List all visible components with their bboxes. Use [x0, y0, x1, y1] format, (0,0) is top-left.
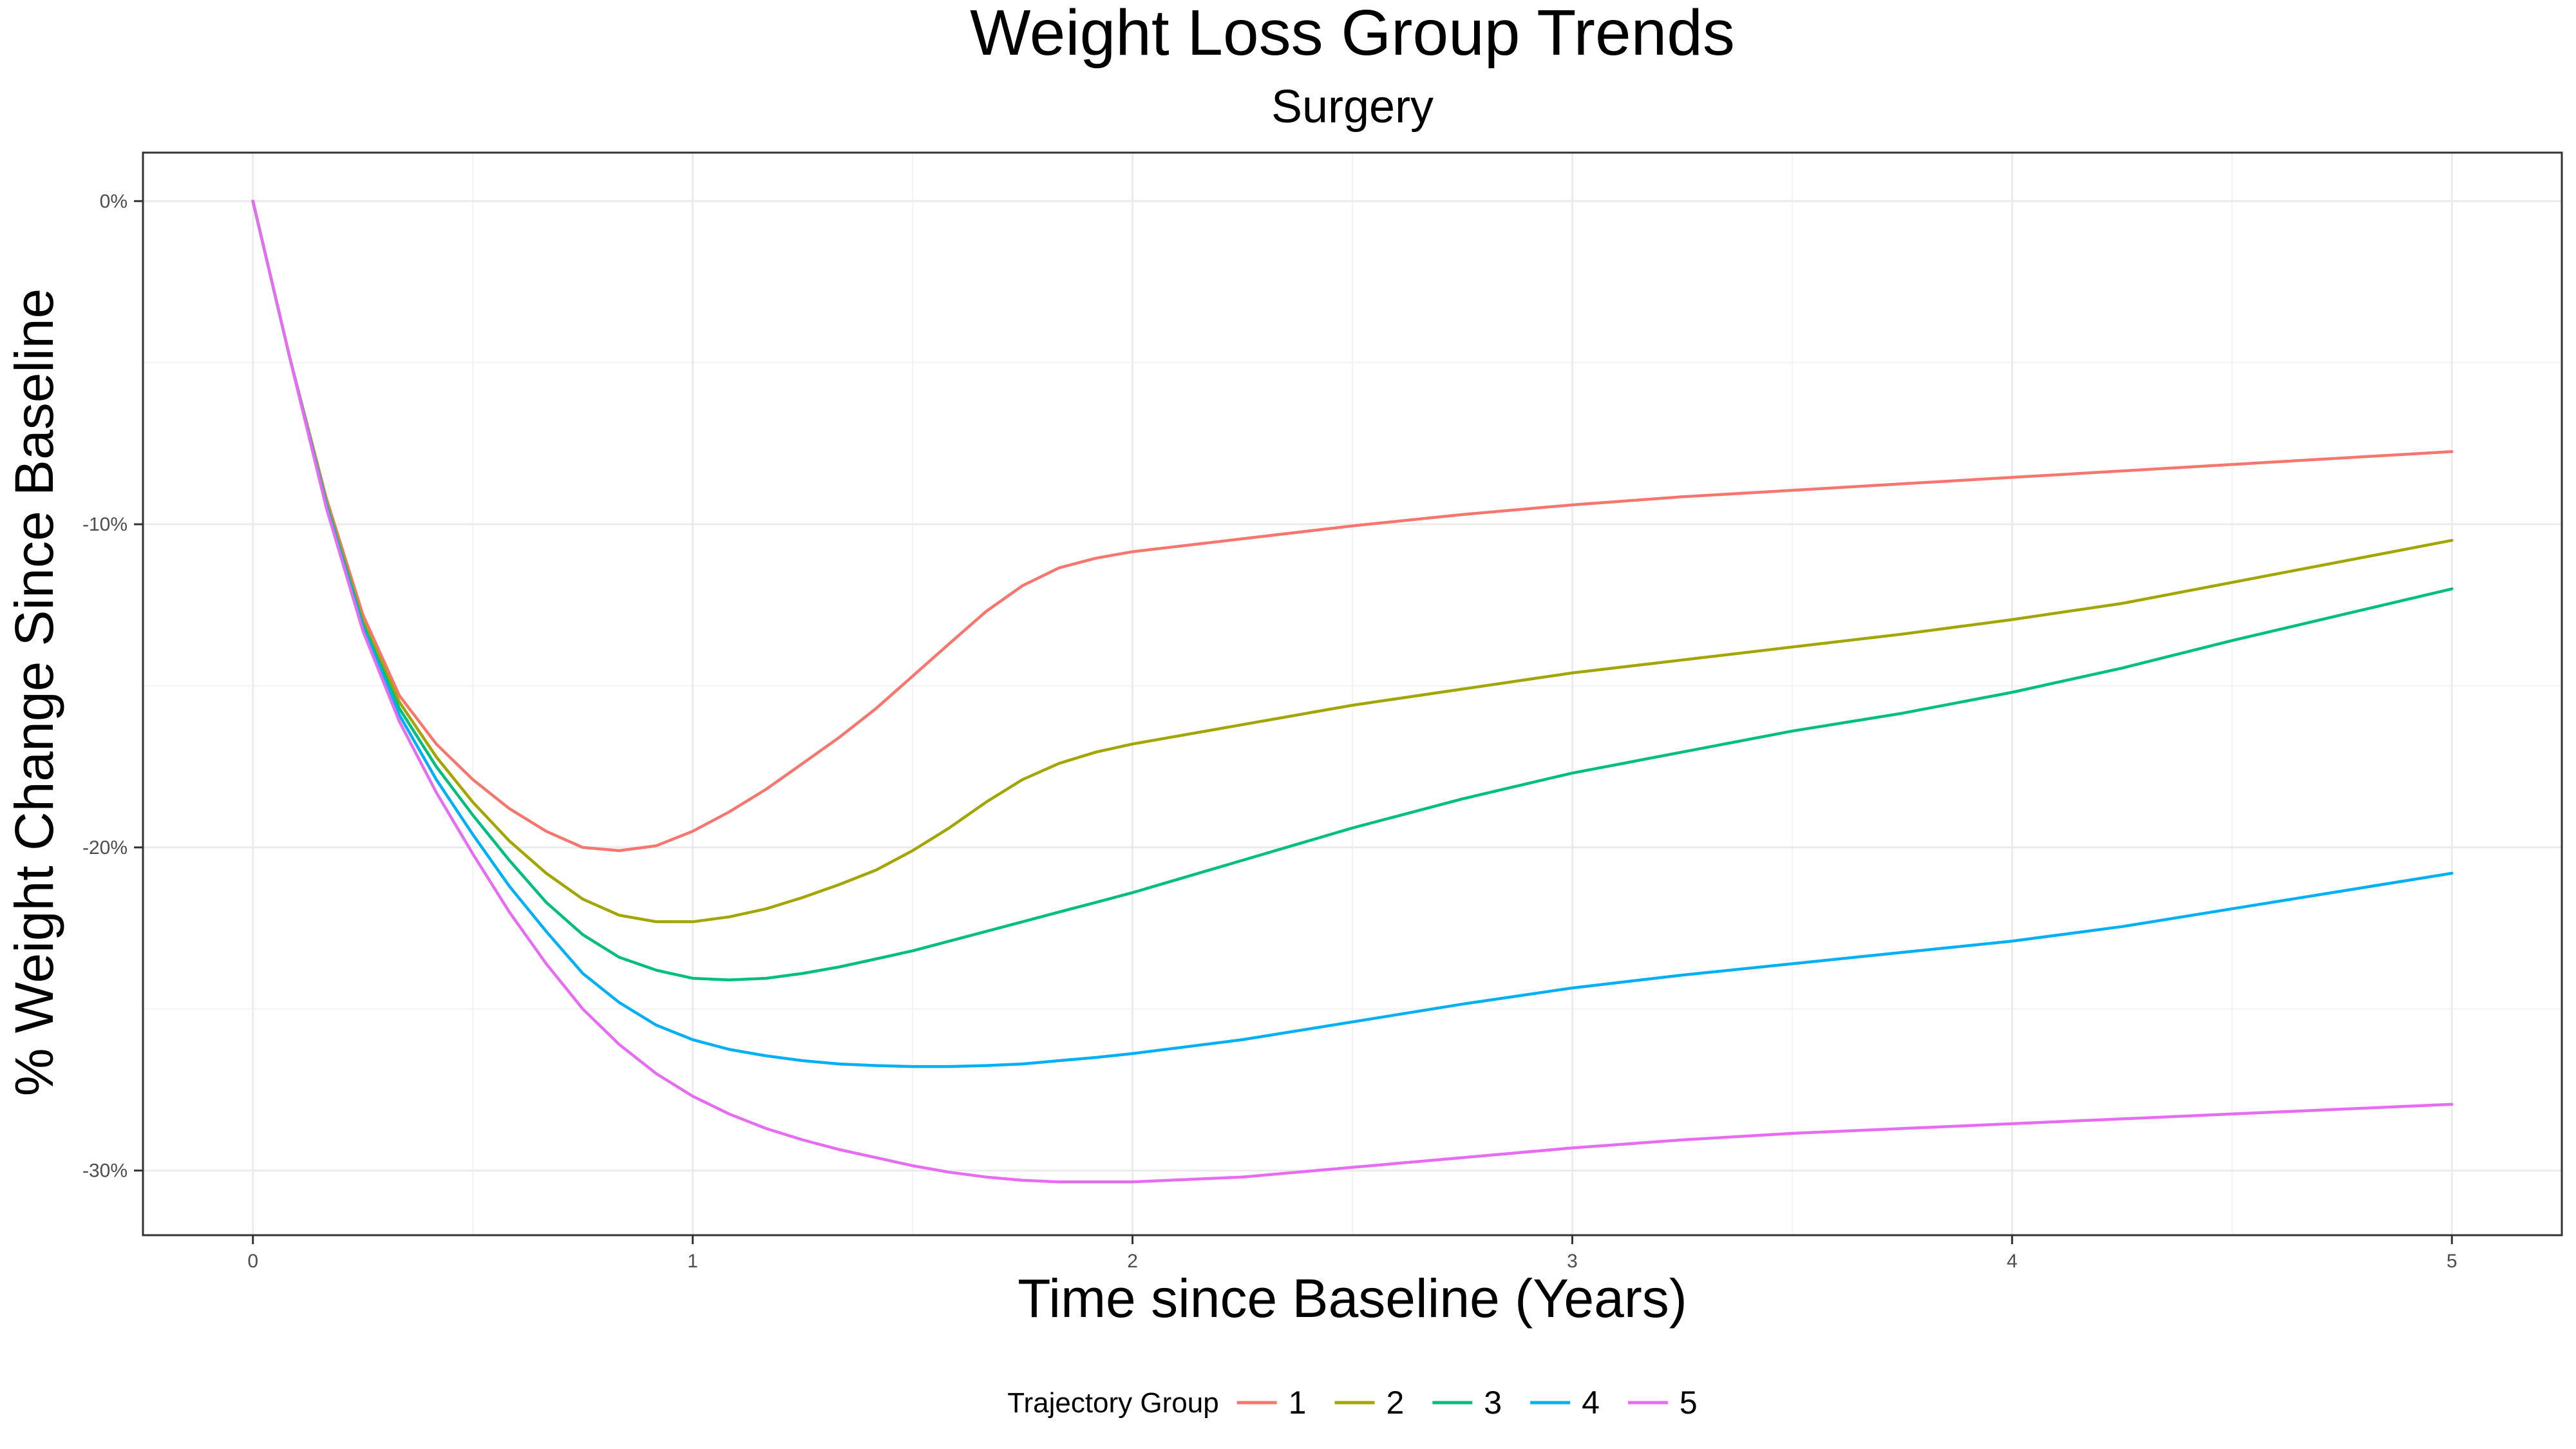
- x-axis-title: Time since Baseline (Years): [1018, 1268, 1687, 1329]
- legend-label-3: 3: [1484, 1385, 1502, 1421]
- x-tick-label: 4: [2007, 1251, 2018, 1272]
- series-line-1: [251, 200, 2454, 853]
- y-tick-label: -30%: [82, 1160, 128, 1182]
- y-tick-label: 0%: [100, 191, 128, 212]
- x-tick-label: 5: [2447, 1251, 2458, 1272]
- x-tick-label: 3: [1567, 1251, 1578, 1272]
- legend-label-4: 4: [1582, 1385, 1600, 1421]
- chart-subtitle: Surgery: [1271, 81, 1434, 133]
- legend-label-2: 2: [1386, 1385, 1404, 1421]
- y-tick-label: -20%: [82, 837, 128, 858]
- y-tick-label: -10%: [82, 514, 128, 535]
- legend-title: Trajectory Group: [1007, 1387, 1218, 1419]
- x-tick-label: 0: [247, 1251, 258, 1272]
- legend: Trajectory Group 1 2 3 4 5: [1007, 1385, 1698, 1421]
- series-line-3: [251, 200, 2454, 981]
- plot-border: [142, 151, 2563, 1236]
- series-line-4: [251, 200, 2454, 1068]
- series-line-2: [251, 200, 2454, 923]
- series-line-5: [251, 200, 2454, 1184]
- x-tick-label: 2: [1127, 1251, 1138, 1272]
- x-tick-label: 1: [687, 1251, 698, 1272]
- y-axis-title: % Weight Change Since Baseline: [4, 289, 64, 1097]
- chart-title: Weight Loss Group Trends: [970, 0, 1735, 69]
- plot-area: 0 1 2 3 4 5 0% -10% -20% -30%: [82, 151, 2563, 1272]
- legend-label-1: 1: [1289, 1385, 1307, 1421]
- legend-label-5: 5: [1680, 1385, 1698, 1421]
